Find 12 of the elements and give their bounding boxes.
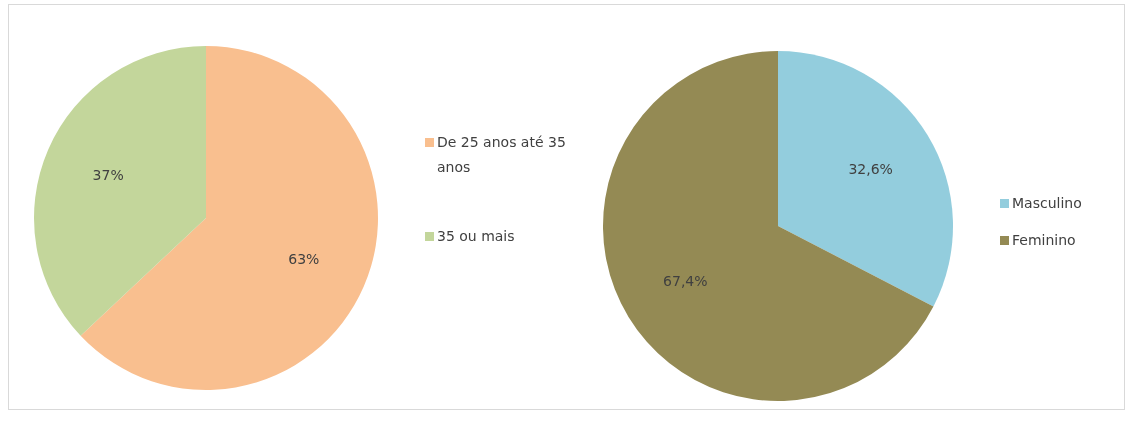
legend-label: De 25 anos até 35 anos — [437, 134, 566, 175]
pie-slice — [80, 46, 378, 390]
data-label: 67,4% — [663, 273, 708, 290]
legend-label: Feminino — [1012, 232, 1076, 248]
legend-label: Masculino — [1012, 195, 1082, 211]
pie-slice — [34, 46, 206, 336]
data-label: 32,6% — [848, 160, 893, 177]
data-label: 63% — [288, 251, 320, 268]
legend-label: 35 ou mais — [437, 228, 515, 244]
pie-slice — [603, 51, 934, 401]
pie-slice — [778, 51, 953, 307]
data-label: 37% — [92, 166, 124, 183]
